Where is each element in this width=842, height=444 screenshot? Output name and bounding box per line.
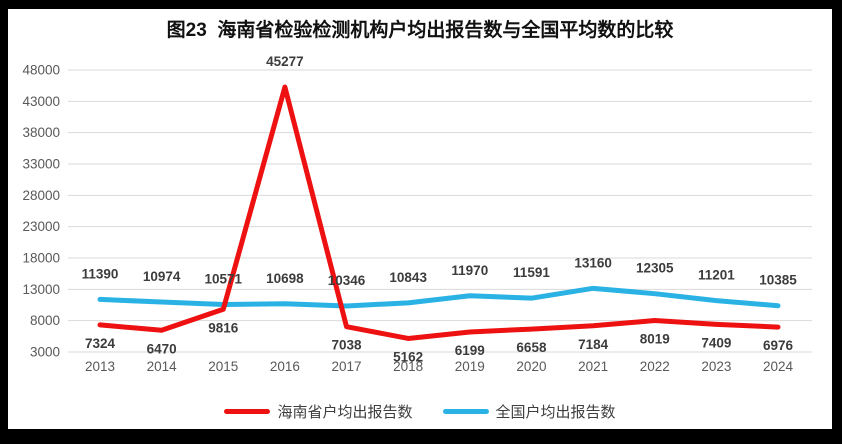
chart-title: 图23 海南省检验检测机构户均出报告数与全国平均数的比较	[166, 20, 674, 41]
x-axis-tick-label: 2015	[208, 359, 238, 374]
x-axis-tick-label: 2021	[578, 359, 608, 374]
legend-item-hainan: 海南省户均出报告数	[224, 401, 413, 422]
series-line-national	[97, 285, 781, 309]
y-axis-tick-label: 43000	[22, 94, 60, 109]
y-axis-tick-label: 3000	[30, 345, 60, 360]
data-label-national: 12305	[636, 261, 674, 276]
data-label-national: 11970	[451, 263, 488, 278]
data-label-hainan: 6976	[763, 338, 794, 353]
y-axis-tick-label: 8000	[30, 313, 60, 328]
data-label-hainan: 8019	[640, 332, 670, 347]
data-label-national: 10698	[266, 271, 304, 286]
x-axis-tick-label: 2014	[147, 359, 178, 374]
y-axis-tick-label: 33000	[22, 157, 60, 172]
legend-label-national: 全国户均出报告数	[495, 403, 616, 421]
x-axis-tick-label: 2024	[763, 359, 794, 374]
x-axis-tick-label: 2023	[701, 359, 731, 374]
data-label-hainan: 6199	[455, 343, 485, 358]
data-label-hainan: 9816	[208, 320, 239, 335]
x-axis-tick-label: 2016	[270, 359, 300, 374]
data-label-national: 10571	[204, 272, 242, 287]
data-label-hainan: 7324	[85, 336, 116, 351]
data-label-national: 11201	[698, 268, 735, 283]
legend-label-hainan: 海南省户均出报告数	[277, 403, 413, 421]
y-axis-tick-label: 48000	[22, 63, 60, 78]
x-axis-tick-label: 2013	[85, 359, 115, 374]
x-axis-tick-label: 2020	[516, 359, 546, 374]
data-label-national: 11390	[82, 266, 119, 281]
data-label-hainan: 7038	[332, 338, 363, 353]
chart-canvas: 3000 8000 13000 18000 23000 28000 33000 38000 43…	[22, 54, 812, 374]
legend-item-national: 全国户均出报告数	[442, 401, 616, 422]
data-label-national: 11591	[513, 265, 550, 280]
y-axis-tick-label: 18000	[22, 251, 60, 266]
y-axis-tick-label: 13000	[22, 282, 60, 297]
y-axis-tick-label: 23000	[22, 219, 60, 234]
x-axis-tick-label: 2022	[640, 359, 670, 374]
hainan-line-legend-marker	[224, 408, 271, 414]
x-axis-tick-label: 2017	[332, 359, 362, 374]
data-label-hainan: 7409	[701, 335, 731, 350]
y-axis-tick-label: 28000	[22, 188, 60, 203]
y-axis-tick-label: 38000	[22, 125, 60, 140]
data-label-national: 10385	[759, 273, 797, 288]
data-label-national: 10843	[389, 270, 427, 285]
national-line-legend-marker	[442, 408, 489, 414]
data-label-national: 10346	[328, 273, 366, 288]
x-axis-tick-label: 2019	[455, 359, 485, 374]
data-label-national: 10974	[143, 269, 181, 284]
data-label-hainan: 45277	[266, 54, 304, 69]
data-label-national: 13160	[574, 255, 612, 270]
series-line-hainan	[97, 84, 781, 341]
data-label-hainan: 5162	[393, 349, 423, 364]
chart-panel: 3000 8000 13000 18000 23000 28000 33000 38000 43…	[8, 9, 832, 429]
chart-legend: 海南省户均出报告数 全国户均出报告数	[8, 401, 832, 421]
data-label-hainan: 6658	[516, 340, 547, 355]
x-axis-tick-label: 2018	[393, 359, 423, 374]
data-label-hainan: 7184	[578, 337, 609, 352]
data-label-hainan: 6470	[147, 341, 177, 356]
